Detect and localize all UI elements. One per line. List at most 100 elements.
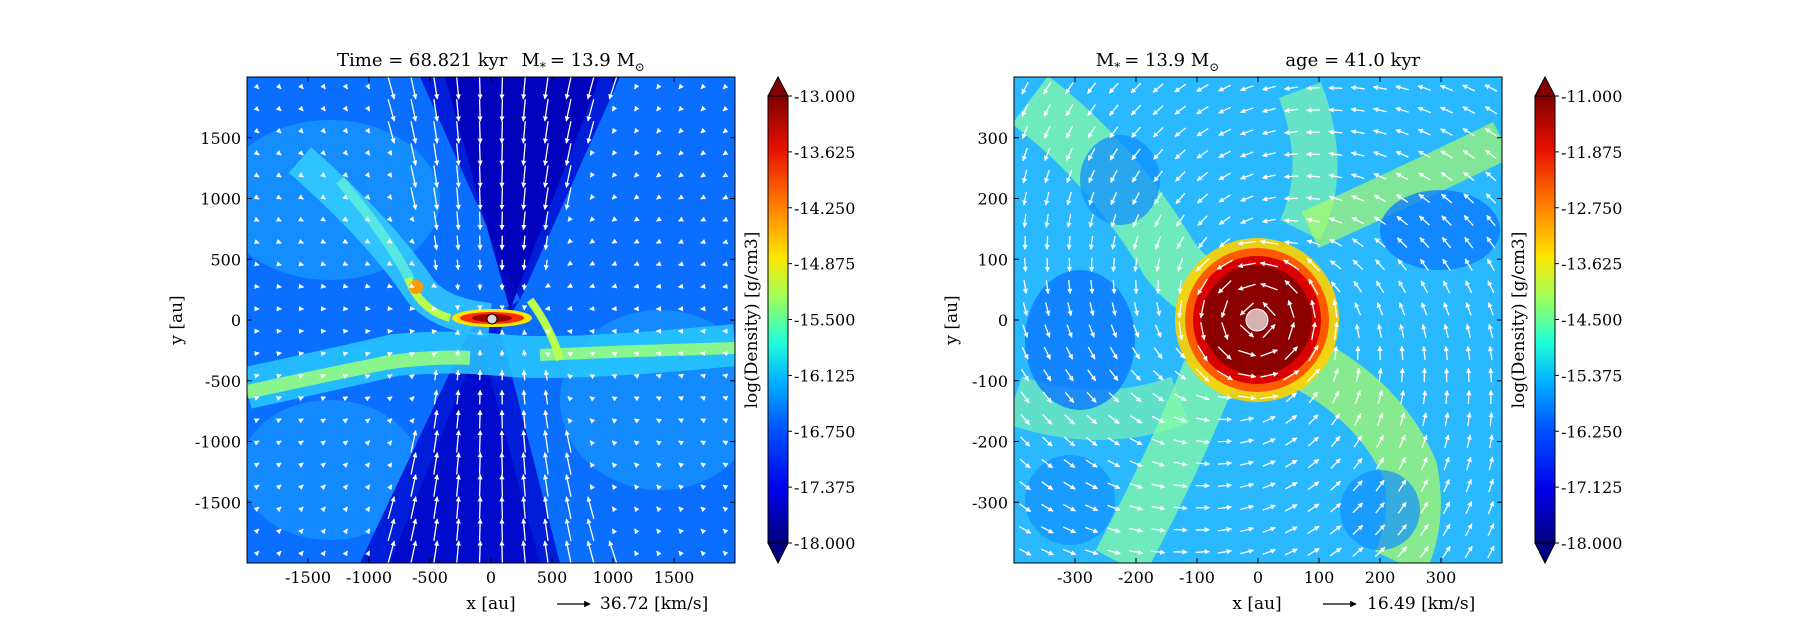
- velocity-vector: [586, 540, 595, 563]
- velocity-vector: [1109, 126, 1119, 139]
- velocity-vector: [1133, 302, 1139, 317]
- velocity-vector: [521, 259, 527, 271]
- velocity-vector: [1284, 239, 1299, 246]
- velocity-vector: [1307, 503, 1320, 513]
- velocity-vector: [1261, 107, 1276, 114]
- colorbar-left-bottom-extension: [767, 542, 789, 565]
- velocity-vector: [1333, 321, 1339, 341]
- velocity-vector: [1174, 105, 1187, 115]
- velocity-vector: [1374, 237, 1386, 248]
- velocity-vector: [543, 409, 549, 429]
- velocity-vector: [410, 143, 418, 166]
- velocity-vector: [1350, 129, 1365, 135]
- velocity-vector: [1195, 439, 1210, 445]
- velocity-vector: [611, 528, 618, 535]
- velocity-vector: [656, 528, 662, 535]
- velocity-vector: [1064, 414, 1075, 425]
- velocity-vector: [1240, 85, 1254, 92]
- velocity-vector: [700, 83, 707, 90]
- velocity-vector: [611, 283, 618, 289]
- velocity-vector: [633, 261, 640, 266]
- velocity-vector: [1440, 128, 1453, 137]
- velocity-vector: [298, 528, 304, 535]
- velocity-vector: [1376, 302, 1384, 316]
- velocity-vector: [1219, 237, 1231, 248]
- velocity-vector: [678, 127, 684, 134]
- velocity-vector: [1110, 235, 1116, 250]
- velocity-vector: [342, 396, 349, 402]
- velocity-vector: [611, 418, 618, 424]
- velocity-vector: [1018, 525, 1032, 534]
- velocity-vector: [386, 418, 393, 424]
- velocity-vector: [1041, 458, 1054, 469]
- velocity-vector: [455, 389, 461, 405]
- velocity-vector: [1330, 458, 1341, 469]
- velocity-vector: [678, 172, 684, 178]
- velocity-vector: [1195, 461, 1210, 467]
- velocity-vector: [477, 496, 483, 519]
- velocity-vector: [1396, 215, 1408, 226]
- velocity-vector: [1085, 481, 1099, 490]
- velocity-vector: [633, 149, 640, 156]
- velocity-vector: [409, 216, 415, 222]
- velocity-vector: [433, 474, 440, 497]
- velocity-vector: [1488, 478, 1495, 493]
- y-ticks-left: -1500 -1000 -500 0 500 1000 1500: [195, 129, 735, 512]
- velocity-vector: [677, 261, 684, 267]
- velocity-vector: [678, 506, 684, 513]
- velocity-vector: [589, 484, 595, 491]
- velocity-vector: [700, 216, 707, 222]
- velocity-vector: [1287, 299, 1295, 318]
- velocity-vector: [1284, 346, 1298, 361]
- velocity-vector: [611, 396, 618, 402]
- velocity-vector: [1044, 147, 1051, 162]
- colorbar-tick-label: -14.250: [794, 199, 855, 218]
- velocity-vector: [1260, 349, 1279, 357]
- velocity-vector: [433, 235, 439, 251]
- colorbar-right-ticks: -11.000 -11.875 -12.750 -13.625 -14.500 -15.3…: [1555, 87, 1622, 553]
- colorbar-tick-label: -13.625: [1561, 255, 1622, 274]
- velocity-vector: [1176, 236, 1185, 250]
- velocity-vector: [1308, 391, 1319, 404]
- velocity-vector: [499, 452, 505, 475]
- velocity-vector: [700, 105, 707, 112]
- colorbar-tick-label: -14.500: [1561, 311, 1622, 330]
- velocity-vector: [342, 418, 349, 424]
- velocity-vector: [545, 352, 551, 358]
- velocity-vector: [433, 369, 439, 381]
- velocity-vector: [1465, 345, 1471, 360]
- velocity-vector: [1152, 370, 1164, 381]
- velocity-vector: [1022, 324, 1029, 338]
- velocity-vector: [1329, 547, 1342, 557]
- velocity-vector: [433, 165, 440, 188]
- velocity-vector: [431, 282, 437, 288]
- velocity-vector: [1107, 437, 1120, 446]
- velocity-vector: [1154, 236, 1162, 250]
- velocity-vector: [1375, 259, 1385, 271]
- velocity-vector: [342, 127, 349, 134]
- velocity-vector: [1420, 501, 1429, 514]
- velocity-vector: [499, 77, 505, 100]
- velocity-vector: [1239, 302, 1254, 316]
- velocity-vector: [564, 474, 572, 497]
- x-tick-label: -100: [1179, 568, 1215, 587]
- velocity-vector: [1195, 394, 1210, 401]
- x-tick-label: -300: [1057, 568, 1093, 587]
- velocity-vector: [521, 496, 527, 519]
- velocity-vector: [1066, 235, 1072, 250]
- velocity-vector: [1352, 524, 1364, 535]
- velocity-vector: [1022, 257, 1028, 273]
- velocity-vector: [408, 238, 415, 244]
- velocity-vector: [477, 77, 483, 100]
- x-tick-label: 100: [1304, 568, 1335, 587]
- velocity-vector: [1463, 193, 1475, 204]
- velocity-vector: [1487, 545, 1495, 559]
- velocity-vector: [1195, 257, 1210, 272]
- velocity-vector: [1260, 394, 1279, 400]
- velocity-vector: [298, 484, 304, 490]
- velocity-vector: [320, 484, 326, 491]
- colorbar-right-bar: [1534, 95, 1556, 544]
- velocity-vector: [1111, 280, 1117, 295]
- velocity-vector: [1463, 171, 1475, 182]
